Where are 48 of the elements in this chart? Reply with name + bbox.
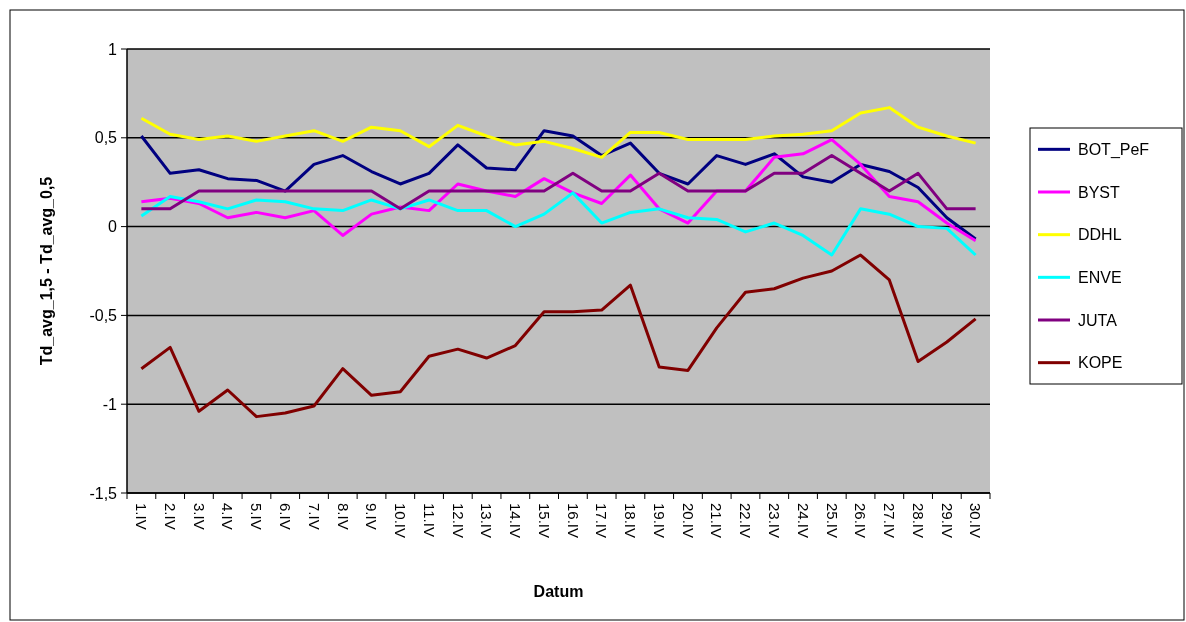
y-tick-label: 0 <box>108 218 118 236</box>
line-series <box>139 154 978 211</box>
x-tick-label: 15.IV <box>535 503 553 539</box>
x-tick-label: 3.IV <box>190 503 208 530</box>
x-axis-title: Datum <box>533 583 584 600</box>
y-tick-label: -1 <box>102 395 118 413</box>
x-tick-label: 24.IV <box>794 503 812 539</box>
x-tick-label: 21.IV <box>708 503 726 539</box>
x-tick-label: 10.IV <box>392 503 410 539</box>
y-tick-label: 0,5 <box>94 129 118 147</box>
x-tick-label: 25.IV <box>823 503 841 539</box>
x-tick-label: 9.IV <box>363 503 381 530</box>
y-tick-label: -0,5 <box>89 307 118 324</box>
x-tick-label: 20.IV <box>679 503 697 539</box>
x-tick-label: 2.IV <box>161 503 179 530</box>
x-tick-label: 14.IV <box>507 503 525 539</box>
legend-label: DDHL <box>1078 226 1122 244</box>
x-tick-label: 19.IV <box>650 503 668 539</box>
x-tick-label: 22.IV <box>737 503 755 539</box>
x-tick-label: 4.IV <box>219 503 237 530</box>
line-series <box>139 106 978 159</box>
x-tick-label: 13.IV <box>478 503 496 539</box>
x-tick-label: 30.IV <box>967 503 985 539</box>
x-tick-label: 11.IV <box>420 503 438 537</box>
x-tick-label: 27.IV <box>881 503 899 539</box>
y-tick-label: 1 <box>108 40 118 58</box>
legend-label: KOPE <box>1078 354 1123 372</box>
x-tick-label: 7.IV <box>305 503 323 530</box>
x-tick-label: 18.IV <box>622 503 640 539</box>
line-series <box>139 253 978 419</box>
y-axis-title: Td_avg_1,5 - Td_avg_0,5 <box>38 176 55 366</box>
x-tick-label: 23.IV <box>766 503 783 539</box>
line-series <box>139 191 978 257</box>
x-tick-label: 29.IV <box>938 503 956 539</box>
y-tick-label: -1,5 <box>89 484 118 502</box>
legend-label: ENVE <box>1078 268 1122 286</box>
x-tick-label: 5.IV <box>248 503 266 530</box>
x-tick-label: 17.IV <box>593 503 611 539</box>
legend-label: BYST <box>1078 183 1121 201</box>
legend-label: BOT_PeF <box>1078 140 1150 159</box>
x-tick-label: 26.IV <box>852 503 870 539</box>
x-tick-label: 16.IV <box>564 503 582 539</box>
x-tick-label: 1.IV <box>133 503 151 530</box>
x-tick-label: 8.IV <box>334 503 352 530</box>
x-tick-label: 28.IV <box>909 503 927 539</box>
x-tick-label: 12.IV <box>449 503 467 539</box>
x-tick-label: 6.IV <box>276 503 294 530</box>
legend-label: JUTA <box>1078 311 1118 329</box>
